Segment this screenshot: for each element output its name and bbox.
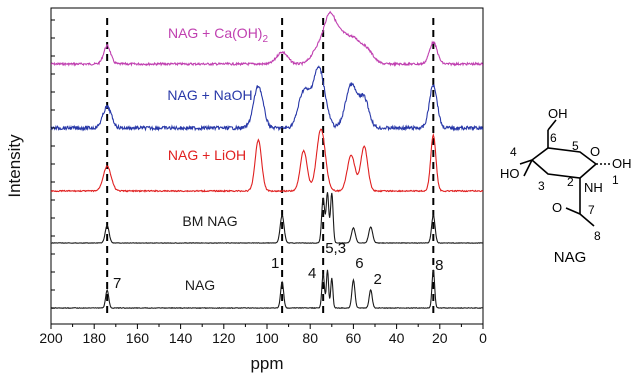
series-line-3 xyxy=(50,192,484,244)
x-tick-label: 200 xyxy=(39,330,63,346)
series-line-0 xyxy=(50,10,484,68)
peak-assignment-label: 7 xyxy=(113,275,121,292)
c7-c8-bond xyxy=(579,213,595,227)
atom-c6: 6 xyxy=(550,131,557,145)
x-tick-label: 100 xyxy=(255,330,279,346)
peak-assignment-label: 4 xyxy=(308,265,316,282)
c6-oh-bond xyxy=(547,119,557,131)
structure-caption: NAG xyxy=(554,249,587,266)
series-label-main: NAG + NaOH xyxy=(167,87,252,103)
series-label-subscript: 2 xyxy=(262,34,268,45)
series-label-main: BM NAG xyxy=(182,213,237,229)
atom-c1: 1 xyxy=(612,173,619,187)
series-label-main: NAG + LiOH xyxy=(168,147,246,163)
x-tick-label: 40 xyxy=(389,330,405,346)
atom-c4: 4 xyxy=(510,145,517,159)
nag-structure-drawing: OH 6 5 4 O OH HO 3 2 NH 1 7 O 8 NAG xyxy=(500,106,632,266)
x-tick-label: 20 xyxy=(432,330,448,346)
y-axis-ticks xyxy=(51,19,55,309)
c3-ho-bond xyxy=(523,159,533,177)
series-label-1: NAG + NaOH xyxy=(167,87,252,103)
peak-assignment-label: 5,3 xyxy=(325,240,346,257)
c7-o-bond xyxy=(565,207,581,215)
peak-assignment-label: 8 xyxy=(435,257,443,274)
x-tick-label: 160 xyxy=(126,330,150,346)
atom-c2: 2 xyxy=(567,175,574,189)
peak-assignments: 7 1 4 5,3 62 8 xyxy=(113,240,444,292)
x-axis-title: ppm xyxy=(250,354,283,373)
x-tick-label: 60 xyxy=(346,330,362,346)
c4-oh-bond xyxy=(519,159,533,165)
x-tick-label: 180 xyxy=(83,330,107,346)
peak-assignment-label: 6 xyxy=(355,255,363,272)
series-label-main: NAG + Ca(OH) xyxy=(168,25,263,41)
x-tick-label: 0 xyxy=(479,330,487,346)
peak-assignment-label: 2 xyxy=(374,271,382,288)
x-tick-label: 140 xyxy=(169,330,193,346)
series-line-2 xyxy=(50,128,484,193)
atom-c8: 8 xyxy=(594,229,601,243)
series-line-1 xyxy=(50,65,484,132)
spectra-series xyxy=(50,10,484,310)
peak-assignment-label: 1 xyxy=(271,255,279,272)
atom-ho-left: HO xyxy=(500,166,520,181)
pyranose-ring xyxy=(519,119,612,227)
atom-o-ring: O xyxy=(590,144,600,159)
x-tick-label: 120 xyxy=(212,330,236,346)
series-labels: NAG + Ca(OH)2 NAG + NaOH NAG + LiOH BM NAG N… xyxy=(167,25,268,293)
atom-c5: 5 xyxy=(572,139,579,153)
series-label-0: NAG + Ca(OH)2 xyxy=(168,25,269,45)
series-label-3: BM NAG xyxy=(182,213,237,229)
series-label-4: NAG xyxy=(185,277,215,293)
atom-c3: 3 xyxy=(538,179,545,193)
series-label-2: NAG + LiOH xyxy=(168,147,246,163)
x-axis-ticks: 200 180 160 140 120 100 80 60 40 20 0 xyxy=(39,324,487,346)
series-label-main: NAG xyxy=(185,277,215,293)
series-line-4 xyxy=(50,269,484,310)
atom-o-carbonyl: O xyxy=(552,200,562,215)
atom-c7: 7 xyxy=(588,203,595,217)
atom-oh-top: OH xyxy=(548,106,568,121)
x-tick-label: 80 xyxy=(302,330,318,346)
reference-lines xyxy=(106,18,435,318)
atom-oh-right: OH xyxy=(612,156,632,171)
y-axis-title: Intensity xyxy=(5,134,24,198)
atom-nh: NH xyxy=(584,180,603,195)
